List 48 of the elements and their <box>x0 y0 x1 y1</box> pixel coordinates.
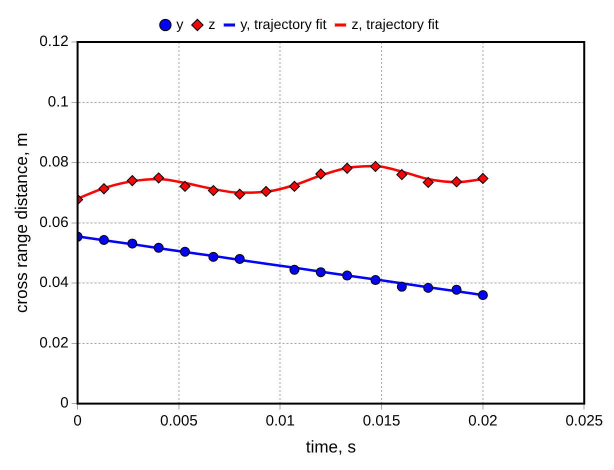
point <box>396 169 408 180</box>
y-axis-title: cross range distance, m <box>12 132 31 314</box>
legend-label: y, trajectory fit <box>240 16 327 32</box>
legend-label: z <box>208 16 216 32</box>
point <box>315 168 326 180</box>
legend-label: y <box>176 16 184 32</box>
point <box>127 238 138 249</box>
y-tick-label: 0.12 <box>39 33 69 50</box>
y-tick-label: 0.06 <box>39 214 69 231</box>
x-tick-label: 0.005 <box>160 412 198 430</box>
point <box>98 234 109 245</box>
point <box>422 176 434 188</box>
x-axis-title: time, s <box>306 437 356 456</box>
y-tick-label: 0 <box>60 394 69 412</box>
point <box>370 160 381 172</box>
point <box>478 290 488 300</box>
y-tick-label: 0.1 <box>48 93 69 110</box>
point <box>234 254 245 264</box>
point <box>154 242 164 253</box>
point <box>396 282 407 292</box>
point <box>260 186 272 197</box>
point <box>208 252 218 262</box>
point <box>180 180 190 192</box>
x-tick-label: 0.015 <box>362 412 400 430</box>
x-tick-label: 0 <box>73 412 82 430</box>
point <box>316 267 326 278</box>
x-tick-label: 0.025 <box>565 412 604 430</box>
point <box>98 183 110 194</box>
y-tick-label: 0.02 <box>39 334 69 352</box>
point <box>452 284 462 295</box>
point <box>208 185 219 196</box>
point <box>423 282 434 293</box>
legend-label: z, trajectory fit <box>351 16 439 32</box>
point <box>126 175 138 186</box>
point <box>234 188 246 200</box>
x-tick-label: 0.02 <box>468 412 498 430</box>
x-tick-label: 0.01 <box>266 412 295 430</box>
point <box>342 162 353 174</box>
point <box>180 246 190 257</box>
y-tick-label: 0.08 <box>39 154 69 171</box>
point <box>288 180 300 192</box>
y-tick-label: 0.04 <box>39 274 69 292</box>
point <box>153 172 164 184</box>
point <box>477 173 488 184</box>
point <box>342 270 352 281</box>
point <box>451 176 462 188</box>
point <box>289 264 300 275</box>
point <box>370 275 380 286</box>
